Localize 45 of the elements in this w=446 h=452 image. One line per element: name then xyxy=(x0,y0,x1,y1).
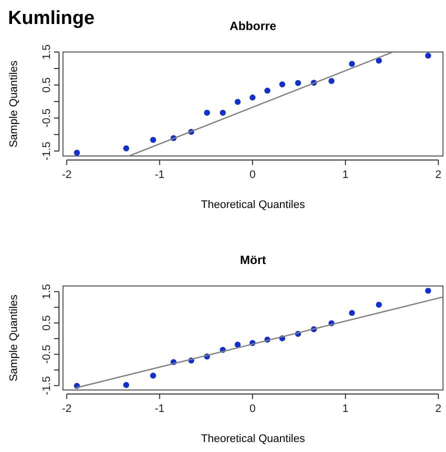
point xyxy=(123,145,130,152)
x-tick-label: -1 xyxy=(154,403,165,415)
x-tick-label: -2 xyxy=(62,169,72,181)
x-tick-label: -1 xyxy=(154,169,165,181)
x-tick-label: 1 xyxy=(342,403,349,415)
point xyxy=(234,342,241,348)
text: Kumlinge xyxy=(8,8,95,29)
point xyxy=(376,302,382,308)
point xyxy=(150,136,156,143)
y-axis-title: Sample Quantiles xyxy=(8,60,20,148)
chart-title: Abborre xyxy=(230,19,277,33)
y-axis-title: Sample Quantiles xyxy=(8,294,20,382)
y-tick-label: 0.5 xyxy=(41,77,53,93)
point xyxy=(376,58,382,64)
point xyxy=(425,52,432,59)
x-axis-title: Theoretical Quantiles xyxy=(201,199,306,211)
point xyxy=(264,88,270,94)
point xyxy=(204,110,210,116)
x-tick-label: 2 xyxy=(435,403,442,415)
x-tick-label: -2 xyxy=(62,403,72,415)
y-tick-label: -0.5 xyxy=(41,108,53,128)
y-tick-label: -1.5 xyxy=(41,376,53,396)
point xyxy=(425,288,432,294)
point xyxy=(250,94,256,101)
point xyxy=(295,80,302,86)
x-tick-label: 0 xyxy=(249,403,256,415)
point xyxy=(328,78,335,84)
y-tick-label: -1.5 xyxy=(41,142,53,161)
point xyxy=(234,98,241,105)
point xyxy=(220,110,226,116)
y-tick-label: 1.5 xyxy=(41,44,53,60)
point xyxy=(348,60,355,67)
x-tick-label: 2 xyxy=(435,169,442,181)
x-tick-label: 1 xyxy=(342,169,349,181)
chart-title: Mört xyxy=(240,253,266,267)
point xyxy=(123,382,130,388)
y-tick-label: -0.5 xyxy=(41,344,53,364)
y-tick-label: 1.5 xyxy=(41,284,53,300)
x-tick-label: 0 xyxy=(249,169,256,181)
point xyxy=(150,372,156,379)
y-tick-label: 0.5 xyxy=(41,315,53,331)
point xyxy=(279,81,286,88)
x-axis-title: Theoretical Quantiles xyxy=(201,433,306,445)
point xyxy=(348,310,355,316)
point xyxy=(74,150,80,156)
